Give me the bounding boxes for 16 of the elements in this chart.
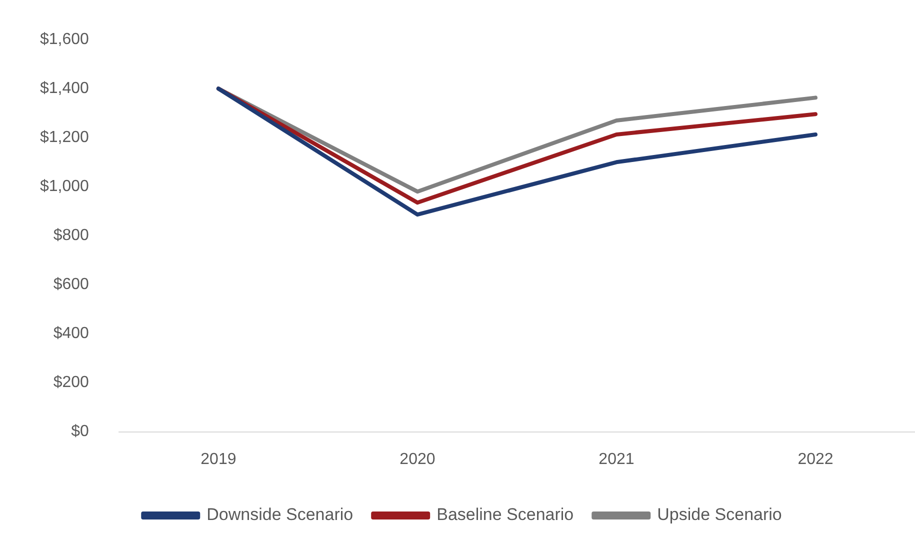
y-tick-label: $200 [53, 374, 90, 392]
y-tick-label: $800 [53, 227, 90, 244]
legend-label: Baseline Scenario [436, 505, 574, 524]
y-tick-label: $600 [53, 276, 90, 294]
y-tick-label: $1,200 [40, 129, 90, 146]
x-tick-label: 2020 [400, 450, 436, 468]
y-tick-label: $1,600 [40, 31, 90, 48]
y-tick-label: $400 [53, 325, 90, 342]
y-tick-label: $1,400 [40, 80, 90, 98]
y-tick-label: $0 [71, 423, 90, 440]
x-tick-label: 2019 [200, 450, 236, 468]
x-tick-label: 2021 [598, 450, 634, 468]
legend-label: Upside Scenario [657, 505, 782, 524]
x-tick-label: 2022 [798, 450, 834, 468]
legend-label: Downside Scenario [206, 505, 354, 524]
y-tick-label: $1,000 [40, 178, 90, 196]
